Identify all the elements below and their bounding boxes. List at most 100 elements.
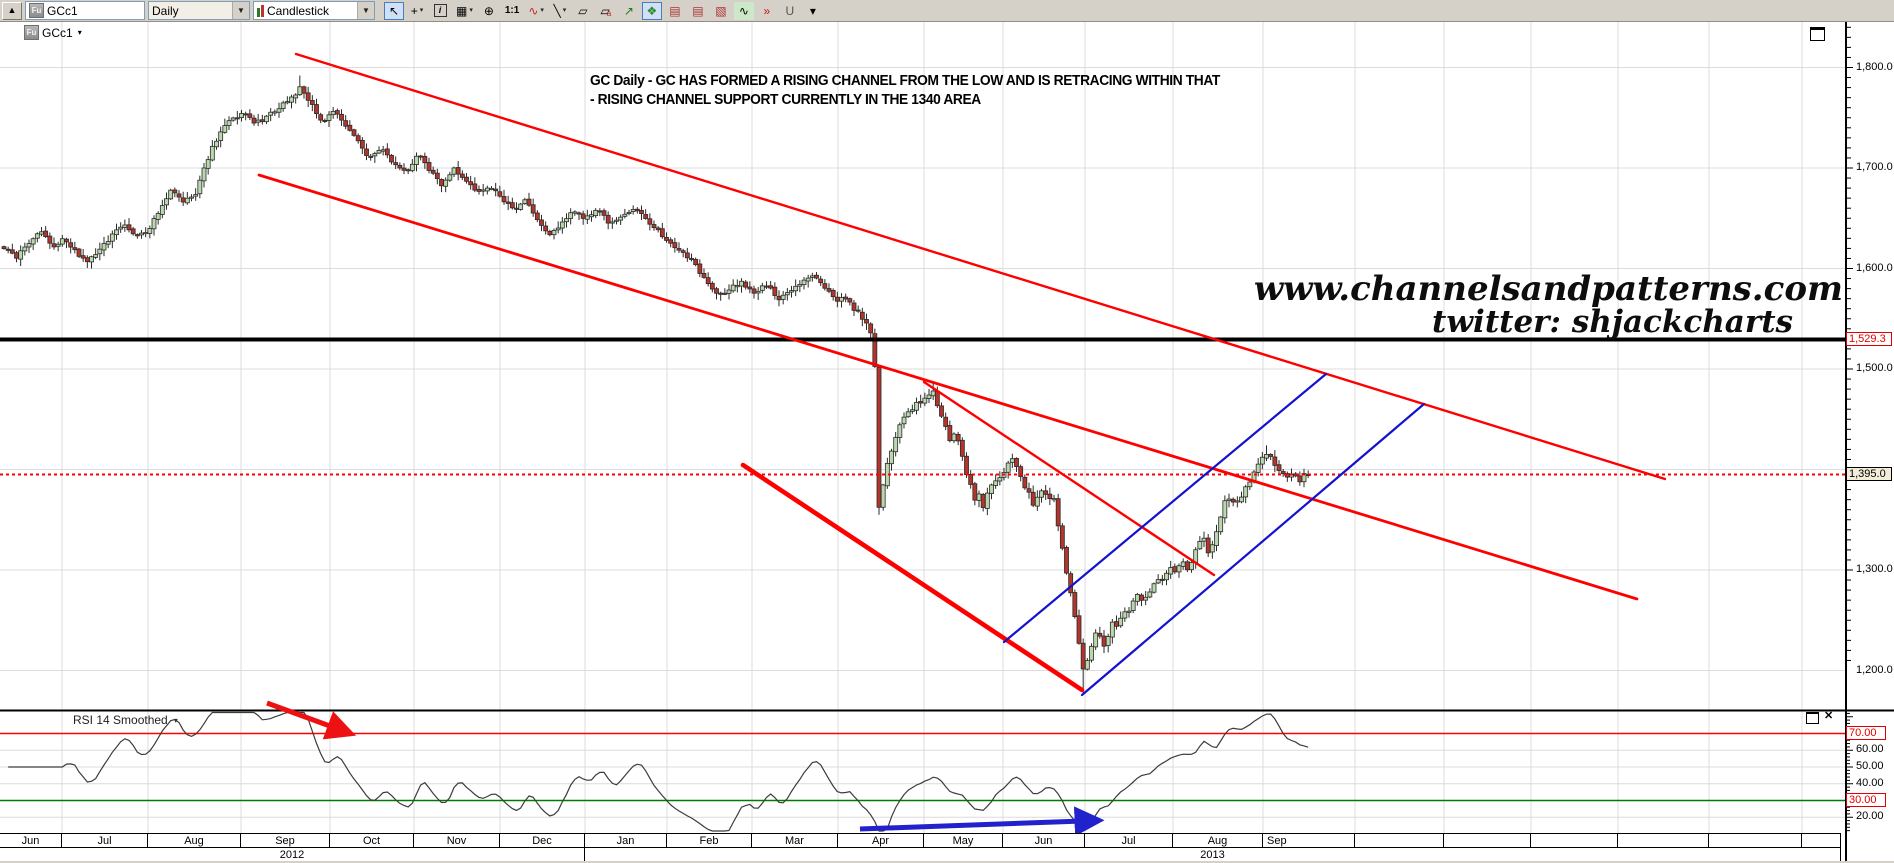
candle-down [430,169,436,174]
candle-down [939,405,944,417]
candle-down [476,188,482,192]
price-axis-label: 1,200.0 [1856,663,1893,676]
data-box-icon: i [433,4,447,17]
month-cell: Feb [667,834,752,848]
rsi-momentum-down-arrow[interactable] [266,700,357,740]
candle-down [601,210,607,216]
candle-down [80,255,86,259]
rsi-basing-arrow[interactable] [859,806,1105,837]
candle-up [805,277,811,282]
tool-alerts-button[interactable]: » [757,2,777,20]
candle-down [768,285,774,289]
tool-one-to-one-button[interactable]: 1:1 [502,2,522,20]
tool-snapshot-2-button[interactable]: ▤ [688,2,708,20]
candle-up [518,203,524,210]
chart-style-dropdown-icon[interactable]: ▼ [357,2,374,19]
month-cell: Jun [1003,834,1085,848]
candle-up [97,248,103,255]
draw-line-dropdown-icon[interactable]: ▾ [562,7,567,14]
chart-instrument-label[interactable]: Fu GCc1 ▾ [24,25,82,40]
candle-down [339,113,344,121]
accelerated-downtrend-line[interactable] [740,462,1085,693]
tool-data-box-button[interactable]: i [430,2,450,20]
tool-indicators-button[interactable]: ∿ ▾ [525,2,547,20]
period-select[interactable]: Daily ▼ [148,1,250,20]
date-axis[interactable]: Jun Jul Aug Sep Oct Nov Dec Jan Feb Mar Apr May Jun J… [0,833,1841,862]
candle-down [393,162,399,166]
candle-up [1105,636,1111,646]
candle-up [1201,537,1207,542]
candle-down [243,113,249,116]
candle-down [501,196,507,203]
rising-channel-lower[interactable] [1080,402,1426,697]
chart-style-select[interactable]: Candlestick ▼ [253,1,375,20]
tool-pointer-button[interactable]: ↖ [384,1,404,20]
chart-canvas[interactable]: www.channelsandpatterns.com twitter: shj… [0,22,1894,863]
candle-down [697,263,703,274]
candle-up [922,397,928,404]
tool-snapshot-3-button[interactable]: ▧ [711,2,731,20]
tool-region-highlight-button[interactable]: ∿ [733,1,754,20]
candle-down [1022,476,1028,489]
candle-down [301,86,307,94]
tool-snapshot-1-button[interactable]: ▤ [665,2,685,20]
candle-up [105,241,111,245]
candle-down [397,164,403,169]
candle-down [1030,491,1036,506]
candle-down [1268,453,1274,457]
tool-toolbar-overflow-button[interactable]: ▾ [803,2,823,20]
candle-down [1172,566,1178,573]
candle-up [1134,594,1140,602]
candle-down [655,227,661,231]
candle-down [959,439,965,457]
candle-up [1176,565,1182,573]
collapse-toolbar-button[interactable]: ▲ [2,1,22,20]
symbol-input[interactable]: Fu GCc1 [25,1,145,20]
tool-measure-button[interactable]: ↗ [619,2,639,20]
inner-resistance-line[interactable] [922,380,1216,577]
candle-down [543,225,549,232]
candle-up [143,232,149,235]
candle-down [439,179,444,187]
candle-up [205,159,211,169]
candle-up [589,214,594,218]
candle-up [55,243,61,247]
tool-draw-line-button[interactable]: ╲ ▾ [550,2,570,20]
chevron-down-icon[interactable]: ▾ [77,28,82,37]
period-dropdown-icon[interactable]: ▼ [232,2,249,19]
rising-channel-upper[interactable] [1002,372,1328,644]
tool-magnet-button[interactable]: U [780,2,800,20]
grid-settings-dropdown-icon[interactable]: ▾ [469,7,473,14]
tool-eraser-button[interactable]: ▱ [573,2,593,20]
candle-down [176,193,182,198]
tool-chart-markers-button[interactable]: ❖ [641,1,662,20]
rsi-close-icon[interactable]: ✕ [1824,710,1834,722]
chart-annotation-text: GC Daily - GC HAS FORMED A RISING CHANNE… [590,72,1220,109]
tool-crosshair-button[interactable]: + ▾ [407,2,427,20]
candle-down [868,323,874,334]
candle-down [1043,490,1049,495]
candle-down [1097,632,1103,637]
crosshair-dropdown-icon[interactable]: ▾ [419,7,424,14]
indicators-dropdown-icon[interactable]: ▾ [540,7,544,14]
declining-channel-lower[interactable] [257,173,1639,601]
rsi-panel-label[interactable]: RSI 14 Smoothed ▾ [73,713,178,727]
candle-up [139,232,144,236]
candle-up [268,111,274,116]
candle-down [830,289,836,298]
candle-down [68,242,74,248]
month-cell: Aug [148,834,241,848]
chevron-down-icon[interactable]: ▾ [173,715,178,725]
rsi-restore-icon[interactable] [1806,712,1819,724]
panel-restore-icon[interactable] [1810,27,1825,41]
candle-down [1114,621,1119,627]
tool-grid-settings-button[interactable]: ▦ ▾ [453,2,476,20]
candle-down [309,100,315,105]
candle-down [434,172,440,179]
declining-channel-upper[interactable] [294,52,1667,481]
one-to-one-icon: 1:1 [504,4,520,16]
candle-down [43,230,49,238]
tool-erase-all-button[interactable]: ▱ a [596,2,616,20]
tool-zoom-button[interactable]: ⊕ [479,2,499,20]
candle-down [714,288,719,294]
